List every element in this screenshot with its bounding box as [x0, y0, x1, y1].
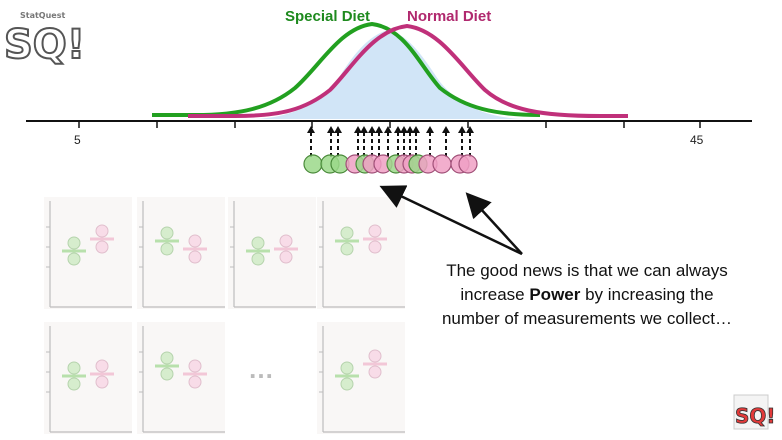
panel-background: [44, 197, 132, 309]
callout-arrow-left: [379, 185, 523, 256]
normal-diet-point: [458, 154, 478, 174]
experiment-panel: [137, 197, 225, 309]
panel-normal-point: [279, 250, 293, 264]
panel-normal-point: [95, 224, 109, 238]
panel-background: [228, 197, 316, 309]
panel-normal-point: [368, 365, 382, 379]
panel-special-point: [160, 367, 174, 381]
logo-small-big-text: SQ!: [735, 404, 776, 428]
arrow-tip: [412, 126, 420, 133]
panel-normal-point: [368, 224, 382, 238]
callout-arrow-right: [465, 192, 523, 255]
panel-special-point: [340, 226, 354, 240]
panel-background: [317, 322, 405, 434]
panel-special-point: [251, 252, 265, 266]
normal-diet-point: [432, 154, 452, 174]
caption-power-word: Power: [529, 285, 581, 304]
experiment-panel: [44, 322, 132, 434]
panel-background: [44, 322, 132, 434]
panel-special-point: [160, 242, 174, 256]
arrow-tip: [334, 126, 342, 133]
statquest-logo-small: SQ!: [733, 394, 776, 430]
arrow-tip: [466, 126, 474, 133]
caption-line-2-prefix: increase: [460, 285, 530, 304]
logo-big-text: SQ!: [4, 22, 85, 68]
panel-normal-point: [188, 375, 202, 389]
experiment-panel: [44, 197, 132, 309]
experiment-panels: [44, 197, 405, 434]
arrow-tip: [307, 126, 315, 133]
panel-normal-point: [188, 250, 202, 264]
arrow-tip: [354, 126, 362, 133]
panel-special-point: [160, 226, 174, 240]
panel-background: [317, 197, 405, 309]
panel-normal-point: [368, 349, 382, 363]
panel-normal-point: [368, 240, 382, 254]
panel-special-point: [340, 377, 354, 391]
caption-line-1: The good news is that we can always: [446, 261, 728, 280]
tick-label-max: 45: [690, 133, 704, 147]
panel-normal-point: [188, 359, 202, 373]
panel-background: [137, 197, 225, 309]
caption-line-3: number of measurements we collect…: [441, 309, 733, 328]
special-diet-point: [303, 154, 323, 174]
measurement-arrows: [307, 126, 474, 157]
arrow-tip: [360, 126, 368, 133]
experiment-panel: [317, 322, 405, 434]
measurement-points: [303, 154, 478, 174]
arrow-tip: [375, 126, 383, 133]
panel-special-point: [67, 236, 81, 250]
normal-diet-label: Normal Diet: [407, 8, 491, 25]
panel-normal-point: [188, 234, 202, 248]
panel-special-point: [251, 236, 265, 250]
statquest-logo: SQ! StatQuest: [3, 11, 86, 69]
panel-special-point: [340, 242, 354, 256]
experiment-panel: [137, 322, 225, 434]
panel-special-point: [160, 351, 174, 365]
caption-line-2-suffix: by increasing the: [580, 285, 714, 304]
special-diet-label: Special Diet: [285, 8, 370, 25]
axis-ticks: [78, 121, 701, 128]
normal-diet-curve: [188, 23, 628, 118]
arrow-tip: [458, 126, 466, 133]
arrow-tip: [327, 126, 335, 133]
panel-normal-point: [279, 234, 293, 248]
arrow-tip: [426, 126, 434, 133]
panel-special-point: [67, 377, 81, 391]
special-diet-curve: [152, 21, 541, 117]
experiment-panel: [317, 197, 405, 309]
arrow-tip: [368, 126, 376, 133]
panel-special-point: [340, 361, 354, 375]
panel-normal-point: [95, 375, 109, 389]
overlap-region: [250, 30, 525, 119]
caption-text: The good news is that we can always incr…: [408, 259, 766, 331]
panel-background: [137, 322, 225, 434]
panel-normal-point: [95, 359, 109, 373]
arrow-tip: [442, 126, 450, 133]
logo-small-text: StatQuest: [20, 11, 65, 20]
caption-line-2: increase Power by increasing the: [408, 283, 766, 307]
arrow-tip: [406, 126, 414, 133]
ellipsis: …: [248, 354, 274, 384]
arrow-tip: [394, 126, 402, 133]
panel-special-point: [67, 252, 81, 266]
arrow-tip: [400, 126, 408, 133]
arrow-tip: [384, 126, 392, 133]
panel-normal-point: [95, 240, 109, 254]
experiment-panel: [228, 197, 316, 309]
panel-special-point: [67, 361, 81, 375]
tick-label-min: 5: [74, 133, 81, 147]
